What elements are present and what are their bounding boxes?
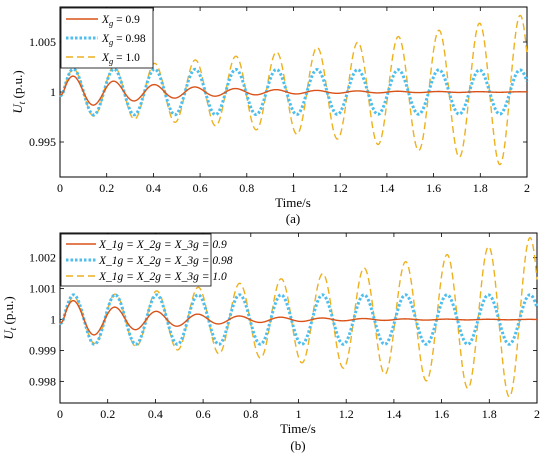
ytick-label-b-4: 1.002 bbox=[29, 251, 56, 265]
legend-text-a-2-var: X bbox=[101, 52, 110, 64]
ytick-label-b-1: 0.999 bbox=[29, 343, 56, 357]
series-line-b-1 bbox=[59, 293, 539, 346]
xtick-label-a-9: 1.8 bbox=[473, 181, 488, 195]
legend-text-a-1-sub: g bbox=[109, 37, 113, 47]
legend-text-a-2-val: = 1.0 bbox=[113, 52, 140, 64]
ytick-label-a-1: 1 bbox=[50, 85, 56, 99]
ytick-label-a-2: 1.005 bbox=[29, 35, 56, 49]
legend-text-b-0: X_1g = X_2g = X_3g = 0.9 bbox=[98, 239, 227, 251]
ytick-label-b-2: 1 bbox=[50, 313, 56, 327]
legend-text-a-1-val: = 0.98 bbox=[113, 33, 146, 45]
ylabel-a: Ut (p.u.) bbox=[10, 70, 27, 113]
tick-group-b: 0 0.2 0.4 0.6 0.8 1 1.2 1.4 1.6 1.8 2 0.998 0.999 1 1.… bbox=[29, 233, 540, 421]
subplot-label-a: (a) bbox=[286, 211, 300, 226]
legend-text-a-0-val: = 0.9 bbox=[113, 14, 140, 26]
legend-text-b-1: X_1g = X_2g = X_3g = 0.98 bbox=[98, 255, 233, 267]
xtick-label-a-8: 1.6 bbox=[426, 181, 441, 195]
xtick-label-a-7: 1.4 bbox=[379, 181, 394, 195]
xtick-label-b-1: 0.2 bbox=[100, 407, 115, 421]
legend-text-b-2: X_1g = X_2g = X_3g = 1.0 bbox=[98, 271, 227, 283]
series-line-b-0 bbox=[59, 299, 538, 336]
xtick-label-a-10: 2 bbox=[524, 181, 530, 195]
legend-text-a-0-var: X bbox=[101, 14, 110, 26]
legend-text-a-0-sub: g bbox=[109, 18, 113, 28]
series-line-a-0 bbox=[59, 75, 528, 106]
xlabel-a: Time/s bbox=[275, 195, 311, 210]
xtick-label-a-4: 0.8 bbox=[239, 181, 254, 195]
ytick-label-b-3: 1.001 bbox=[29, 282, 56, 296]
xlabel-b: Time/s bbox=[280, 421, 316, 436]
xtick-label-b-2: 0.4 bbox=[148, 407, 163, 421]
xtick-label-b-7: 1.4 bbox=[386, 407, 401, 421]
legend-text-a-2-sub: g bbox=[109, 56, 113, 66]
legend-text-a-1: Xg = 0.98 bbox=[101, 33, 146, 47]
xtick-label-b-5: 1 bbox=[296, 407, 302, 421]
series-group-b bbox=[59, 237, 539, 398]
subplot-label-b: (b) bbox=[290, 438, 305, 453]
xtick-label-a-0: 0 bbox=[57, 181, 63, 195]
subplot-a: 0 0.2 0.4 0.6 0.8 1 1.2 1.4 1.6 1.8 2 0.995 1 1.005 U… bbox=[10, 6, 530, 226]
xtick-label-a-2: 0.4 bbox=[146, 181, 161, 195]
legend-text-a-0: Xg = 0.9 bbox=[101, 14, 140, 28]
xtick-label-b-4: 0.8 bbox=[243, 407, 258, 421]
xtick-label-b-0: 0 bbox=[57, 407, 63, 421]
subplot-b: 0 0.2 0.4 0.6 0.8 1 1.2 1.4 1.6 1.8 2 0.998 0.999 1 1.… bbox=[1, 232, 540, 453]
legend-text-a-1-var: X bbox=[101, 33, 110, 45]
xtick-label-a-6: 1.2 bbox=[333, 181, 348, 195]
ylabel-b: Ut (p.u.) bbox=[1, 296, 18, 339]
ytick-label-a-0: 0.995 bbox=[29, 135, 56, 149]
legend-text-a-2: Xg = 1.0 bbox=[101, 52, 140, 66]
xtick-label-b-9: 1.8 bbox=[482, 407, 497, 421]
xtick-label-b-3: 0.6 bbox=[196, 407, 211, 421]
legend-a: Xg = 0.9 Xg = 0.98 Xg = 1.0 bbox=[60, 7, 154, 69]
xtick-label-a-3: 0.6 bbox=[193, 181, 208, 195]
xtick-label-a-1: 0.2 bbox=[99, 181, 114, 195]
series-group-a bbox=[59, 14, 529, 166]
xtick-label-a-5: 1 bbox=[291, 181, 297, 195]
xtick-label-b-6: 1.2 bbox=[339, 407, 354, 421]
xtick-label-b-8: 1.6 bbox=[434, 407, 449, 421]
xtick-label-b-10: 2 bbox=[534, 407, 540, 421]
legend-b: X_1g = X_2g = X_3g = 0.9 X_1g = X_2g = X… bbox=[60, 233, 233, 287]
tick-group-a: 0 0.2 0.4 0.6 0.8 1 1.2 1.4 1.6 1.8 2 0.995 1 1.005 bbox=[29, 7, 530, 195]
ytick-label-b-0: 0.998 bbox=[29, 374, 56, 388]
